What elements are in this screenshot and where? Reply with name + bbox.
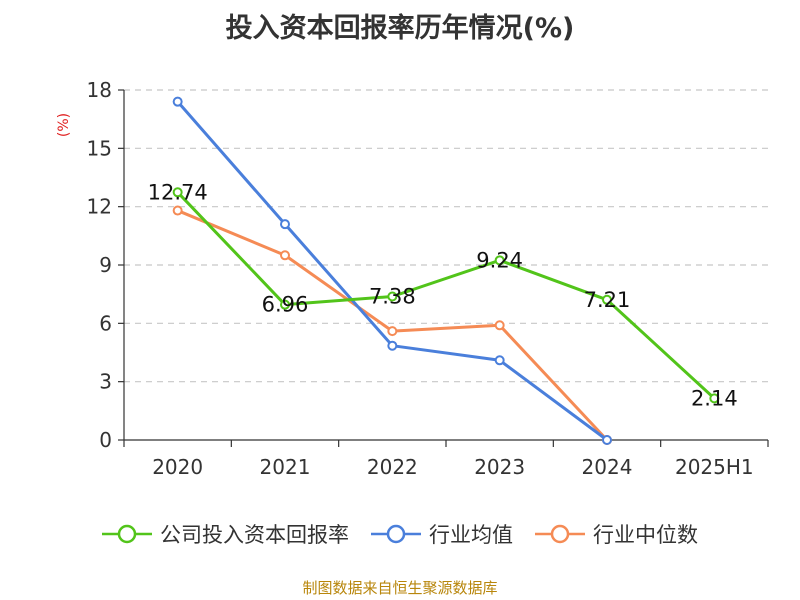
x-tick-label: 2025H1 <box>675 455 754 479</box>
x-tick-label: 2023 <box>474 455 525 479</box>
x-tick-label: 2020 <box>152 455 203 479</box>
data-point <box>172 187 183 198</box>
y-tick-label: 3 <box>99 370 112 394</box>
legend-line-icon <box>102 524 152 544</box>
legend-label: 行业中位数 <box>593 523 698 547</box>
series-line <box>176 100 608 442</box>
data-point <box>280 219 290 230</box>
data-label: 9.24 <box>476 248 523 272</box>
data-point <box>387 326 398 337</box>
y-tick-label: 15 <box>87 136 112 160</box>
data-point <box>172 205 183 216</box>
data-point <box>494 355 505 366</box>
y-tick-label: 6 <box>99 311 112 335</box>
data-point <box>280 299 290 310</box>
data-label: 7.21 <box>584 288 631 312</box>
data-point <box>709 393 720 404</box>
legend-label: 行业均值 <box>429 523 513 547</box>
data-label: 2.14 <box>691 386 738 410</box>
data-point <box>494 255 505 266</box>
data-point <box>172 96 183 107</box>
data-point <box>602 435 612 445</box>
data-point <box>387 291 398 302</box>
x-tick-label: 2021 <box>260 455 311 479</box>
y-tick-label: 12 <box>87 195 112 219</box>
data-label: 7.38 <box>369 285 416 309</box>
chart-title: 投入资本回报率历年情况(%) <box>225 13 575 44</box>
y-tick-label: 0 <box>99 428 112 452</box>
series-line <box>176 191 716 400</box>
data-point <box>494 320 505 331</box>
data-point <box>602 294 612 305</box>
data-label: 12.74 <box>148 180 208 204</box>
y-tick-label: 18 <box>87 78 112 102</box>
legend-item-industry-median[interactable]: 行业中位数 <box>535 519 698 549</box>
legend-label: 公司投入资本回报率 <box>160 523 349 547</box>
x-tick-label: 2024 <box>582 455 633 479</box>
y-tick-label: 9 <box>99 253 112 277</box>
legend: 公司投入资本回报率 行业均值 行业中位数 <box>0 519 800 549</box>
legend-line-icon <box>535 524 585 544</box>
data-point <box>280 250 290 261</box>
x-tick-label: 2022 <box>367 455 418 479</box>
data-source-note: 制图数据来自恒生聚源数据库 <box>302 579 498 597</box>
legend-item-company[interactable]: 公司投入资本回报率 <box>102 519 349 549</box>
data-point <box>387 340 398 351</box>
series-line <box>177 209 609 442</box>
legend-line-icon <box>371 524 421 544</box>
data-label: 6.96 <box>262 293 309 317</box>
legend-item-industry-average[interactable]: 行业均值 <box>371 519 513 549</box>
